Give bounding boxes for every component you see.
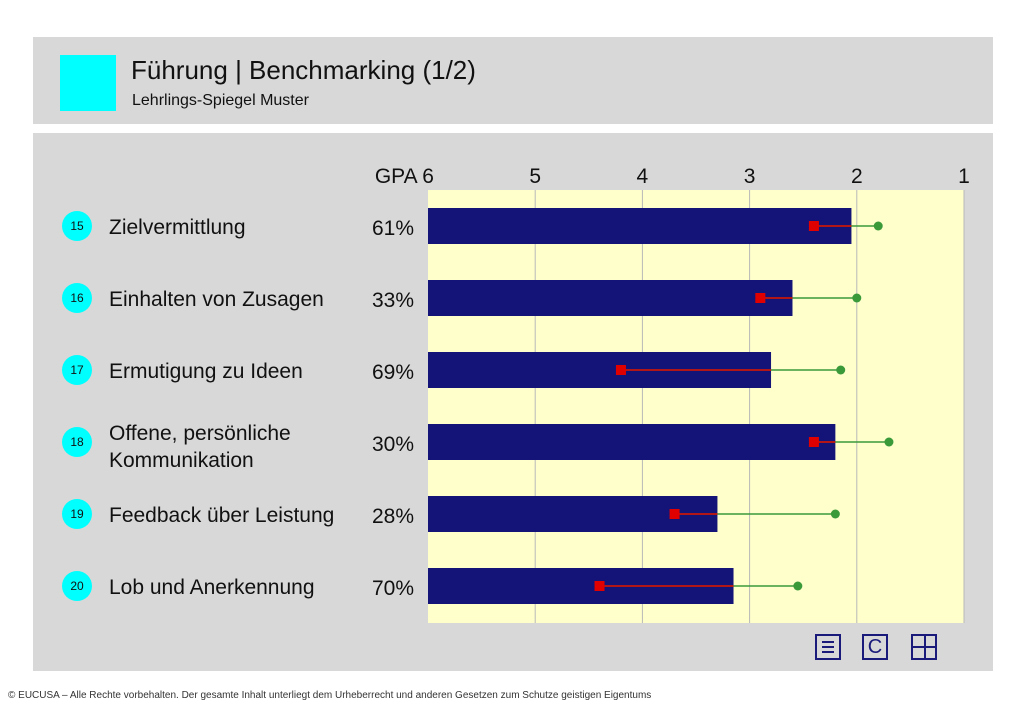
number-badge-label: 20 xyxy=(70,579,84,593)
green-marker xyxy=(793,581,803,591)
percent-label: 30% xyxy=(372,433,414,456)
red-marker xyxy=(808,437,819,447)
percent-label: 61% xyxy=(372,217,414,240)
red-marker xyxy=(669,509,680,519)
x-tick-label: 3 xyxy=(744,165,756,188)
red-marker xyxy=(615,365,626,375)
grid-view-button[interactable] xyxy=(911,634,937,660)
number-badge xyxy=(62,427,92,457)
green-marker xyxy=(836,365,846,375)
number-badge xyxy=(62,283,92,313)
green-marker xyxy=(884,437,894,447)
chart-toolbar: C xyxy=(815,634,945,664)
green-marker xyxy=(852,293,862,303)
number-badge xyxy=(62,499,92,529)
percent-label: 28% xyxy=(372,505,414,528)
red-marker xyxy=(808,221,819,231)
number-badge xyxy=(62,355,92,385)
page-title: Führung | Benchmarking (1/2) xyxy=(131,55,476,85)
list-view-button[interactable] xyxy=(815,634,841,660)
category-label: Einhalten von Zusagen xyxy=(109,288,324,311)
x-tick-label: GPA 6 xyxy=(375,165,434,188)
x-tick-label: 1 xyxy=(958,165,970,188)
red-marker xyxy=(594,581,605,591)
number-badge-label: 15 xyxy=(70,219,84,233)
category-label: Feedback über Leistung xyxy=(109,504,334,527)
number-badge xyxy=(62,571,92,601)
bar xyxy=(428,424,836,460)
percent-label: 69% xyxy=(372,361,414,384)
bar xyxy=(428,280,793,316)
copyright-footer: © EUCUSA – Alle Rechte vorbehalten. Der … xyxy=(8,690,652,701)
number-badge-label: 18 xyxy=(70,435,84,449)
number-badge xyxy=(62,211,92,241)
category-label: Ermutigung zu Ideen xyxy=(109,360,303,383)
plot-area xyxy=(428,190,964,623)
number-badge-label: 19 xyxy=(70,507,84,521)
green-marker xyxy=(830,509,840,519)
page-subtitle: Lehrlings-Spiegel Muster xyxy=(132,92,309,109)
number-badge-label: 17 xyxy=(70,363,84,377)
red-marker xyxy=(755,293,766,303)
percent-label: 33% xyxy=(372,289,414,312)
bar xyxy=(428,208,852,244)
brand-square xyxy=(60,55,116,111)
category-label: Zielvermittlung xyxy=(109,216,246,239)
percent-label: 70% xyxy=(372,577,414,600)
category-label: Lob und Anerkennung xyxy=(109,576,315,599)
c-button[interactable]: C xyxy=(862,634,888,660)
number-badge-label: 16 xyxy=(70,291,84,305)
category-label: Offene, persönliche Kommunikation xyxy=(109,422,291,472)
header-banner: Führung | Benchmarking (1/2) Lehrlings-S… xyxy=(33,37,993,124)
green-marker xyxy=(873,221,883,231)
x-tick-label: 2 xyxy=(851,165,863,188)
bar xyxy=(428,496,718,532)
x-tick-label: 5 xyxy=(529,165,541,188)
x-tick-label: 4 xyxy=(637,165,649,188)
